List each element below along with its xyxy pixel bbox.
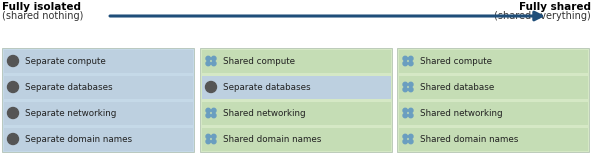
Circle shape	[409, 82, 413, 87]
Text: Separate domain names: Separate domain names	[25, 134, 132, 144]
Text: Shared database: Shared database	[420, 83, 494, 92]
Text: Shared domain names: Shared domain names	[420, 134, 518, 144]
Text: Fully shared: Fully shared	[519, 2, 591, 12]
Circle shape	[206, 61, 211, 66]
Text: (shared nothing): (shared nothing)	[2, 11, 84, 21]
Circle shape	[409, 108, 413, 113]
Circle shape	[8, 107, 18, 119]
Circle shape	[409, 87, 413, 92]
Bar	[4, 102, 193, 124]
Text: Separate databases: Separate databases	[25, 83, 113, 92]
Circle shape	[403, 134, 407, 139]
Text: Shared networking: Shared networking	[420, 109, 503, 117]
Circle shape	[403, 113, 407, 118]
Circle shape	[403, 61, 407, 66]
Bar	[398, 76, 588, 98]
Bar	[202, 76, 391, 98]
Bar	[4, 76, 193, 98]
Bar	[398, 49, 588, 73]
Bar	[202, 49, 391, 73]
Bar	[202, 127, 391, 151]
Circle shape	[212, 56, 216, 61]
Circle shape	[403, 56, 407, 61]
Text: Shared compute: Shared compute	[420, 56, 492, 66]
Bar	[398, 127, 588, 151]
Bar	[398, 102, 588, 124]
Circle shape	[409, 56, 413, 61]
Text: Shared domain names: Shared domain names	[223, 134, 321, 144]
Circle shape	[403, 139, 407, 144]
Circle shape	[212, 113, 216, 118]
Text: Shared compute: Shared compute	[223, 56, 295, 66]
Text: Fully isolated: Fully isolated	[2, 2, 81, 12]
Circle shape	[409, 61, 413, 66]
Circle shape	[212, 108, 216, 113]
Circle shape	[206, 113, 211, 118]
Circle shape	[409, 139, 413, 144]
Text: Separate compute: Separate compute	[25, 56, 106, 66]
Text: Shared networking: Shared networking	[223, 109, 305, 117]
Bar	[4, 49, 193, 73]
Circle shape	[8, 56, 18, 66]
Circle shape	[403, 87, 407, 92]
Text: Separate databases: Separate databases	[223, 83, 311, 92]
Bar	[202, 102, 391, 124]
Circle shape	[403, 108, 407, 113]
Bar	[200, 48, 392, 152]
Circle shape	[212, 139, 216, 144]
Circle shape	[212, 61, 216, 66]
Circle shape	[206, 56, 211, 61]
Circle shape	[206, 139, 211, 144]
Circle shape	[206, 81, 216, 93]
Bar	[4, 127, 193, 151]
Bar	[397, 48, 589, 152]
Circle shape	[8, 134, 18, 144]
Circle shape	[409, 113, 413, 118]
Circle shape	[206, 108, 211, 113]
Circle shape	[403, 82, 407, 87]
Circle shape	[409, 134, 413, 139]
Circle shape	[8, 81, 18, 93]
Circle shape	[212, 134, 216, 139]
Bar	[2, 48, 194, 152]
Text: Separate networking: Separate networking	[25, 109, 116, 117]
Circle shape	[206, 134, 211, 139]
Text: (shared everything): (shared everything)	[494, 11, 591, 21]
